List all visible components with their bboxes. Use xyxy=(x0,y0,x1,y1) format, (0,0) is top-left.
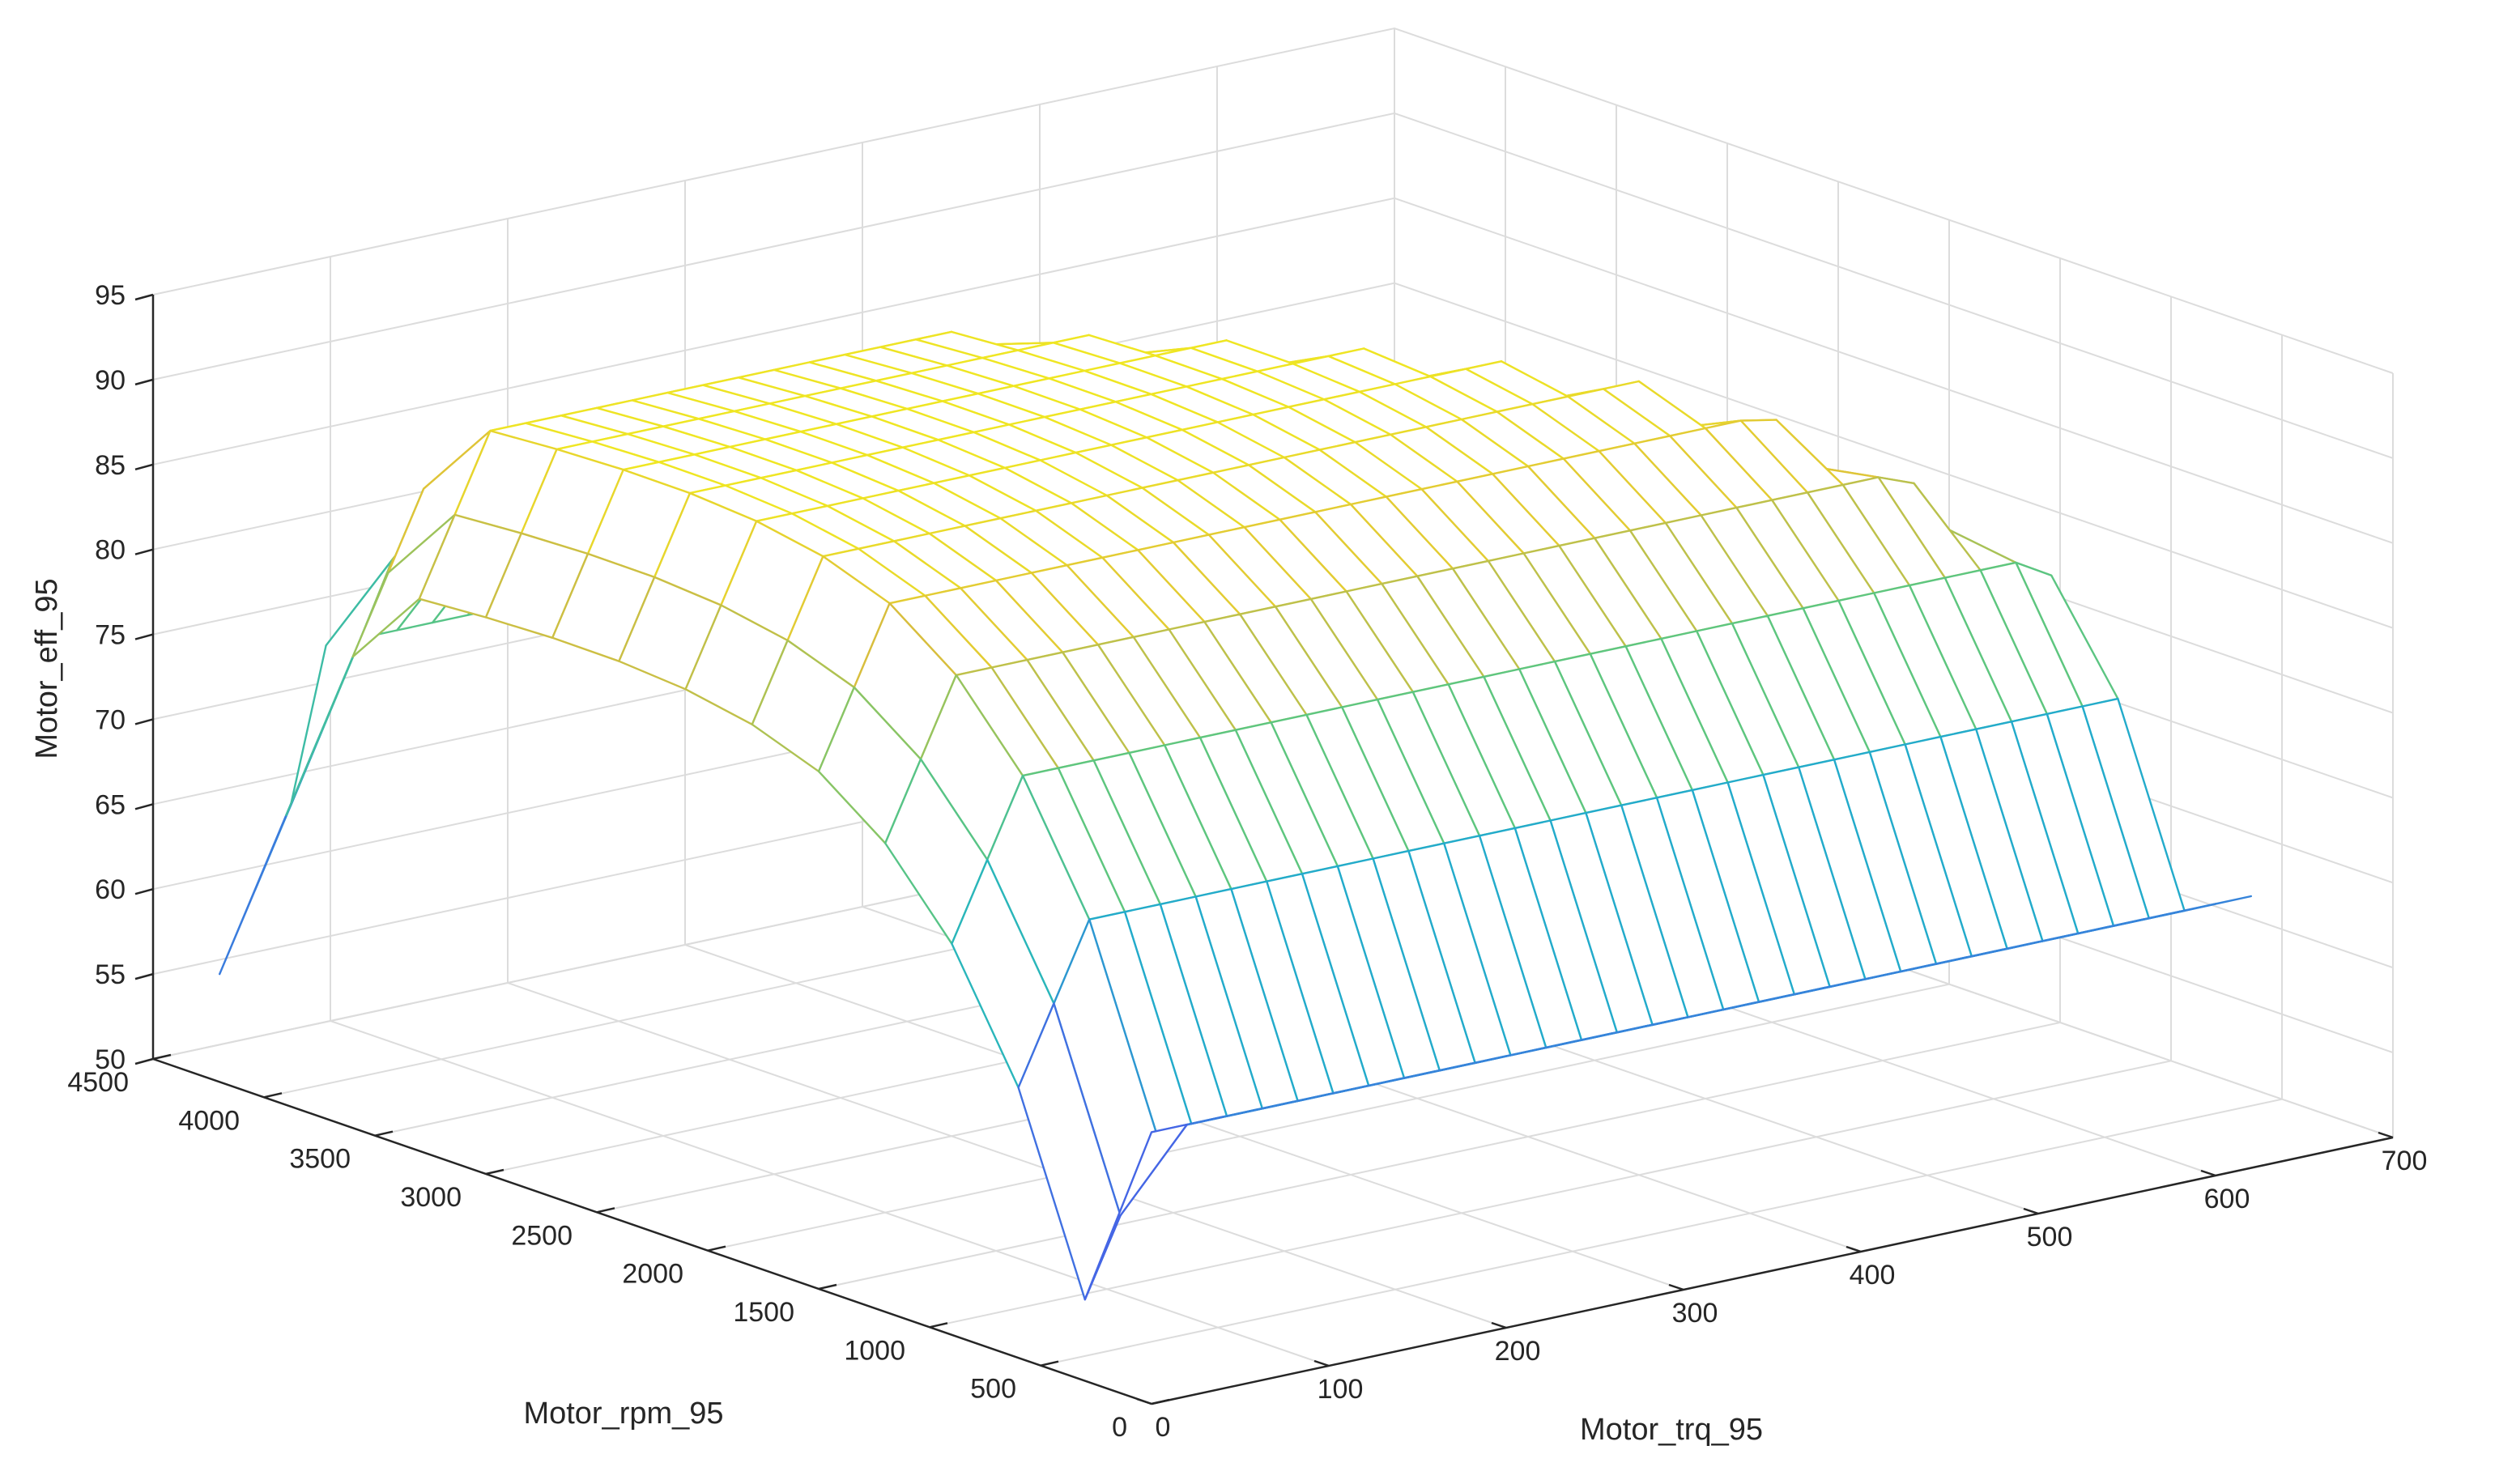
x-tick-label: 400 xyxy=(1850,1260,1896,1291)
y-tick xyxy=(263,1092,283,1099)
x-tick xyxy=(1668,1283,1684,1291)
surface-cell xyxy=(1083,1123,1189,1301)
z-tick-label: 95 xyxy=(95,280,126,311)
x-tick xyxy=(1846,1245,1862,1253)
z-tick xyxy=(134,548,154,555)
z-tick-label: 60 xyxy=(95,874,126,905)
x-tick xyxy=(1313,1359,1330,1367)
y-tick-label: 2500 xyxy=(511,1220,573,1251)
x-tick-label: 0 xyxy=(1156,1412,1171,1443)
y-tick-label: 3000 xyxy=(400,1182,462,1213)
y-axis-line xyxy=(152,1057,1152,1405)
z-tick-label: 80 xyxy=(95,535,126,566)
y-tick-label: 3500 xyxy=(289,1144,351,1175)
x-axis-title: Motor_trq_95 xyxy=(1580,1413,1763,1447)
z-tick xyxy=(134,1057,154,1065)
tick-labels: 0 100 200 300 400 500 600 700 0 500 1000 1500 2000 25… xyxy=(67,280,2427,1443)
z-tick-label: 85 xyxy=(95,450,126,481)
y-tick-label: 1000 xyxy=(844,1335,905,1366)
z-tick xyxy=(134,378,154,386)
z-tick xyxy=(134,972,154,980)
y-tick-label: 2000 xyxy=(622,1259,683,1290)
y-tick xyxy=(374,1130,394,1137)
z-tick-label: 70 xyxy=(95,704,126,735)
x-tick xyxy=(2378,1131,2394,1139)
y-tick-label: 1500 xyxy=(733,1297,794,1328)
z-tick xyxy=(134,803,154,810)
y-tick xyxy=(1151,1398,1170,1405)
y-tick-label: 500 xyxy=(970,1374,1016,1405)
z-axis-title: Motor_eff_95 xyxy=(30,578,64,759)
x-tick-label: 100 xyxy=(1318,1374,1364,1405)
x-tick-label: 600 xyxy=(2204,1184,2250,1214)
y-tick xyxy=(929,1322,948,1329)
x-tick xyxy=(2023,1207,2039,1215)
z-tick-label: 90 xyxy=(95,365,126,396)
x-tick-label: 700 xyxy=(2382,1146,2428,1176)
z-tick xyxy=(134,888,154,895)
x-tick xyxy=(1136,1397,1152,1405)
z-tick-label: 50 xyxy=(95,1044,126,1075)
z-tick-label: 75 xyxy=(95,620,126,651)
y-tick xyxy=(152,1053,172,1061)
y-tick xyxy=(707,1245,726,1252)
y-axis-title: Motor_rpm_95 xyxy=(523,1397,723,1431)
z-tick xyxy=(134,718,154,725)
x-axis-line xyxy=(1151,1136,2394,1405)
axes xyxy=(134,293,2394,1405)
z-tick-label: 55 xyxy=(95,959,126,990)
x-tick-label: 200 xyxy=(1495,1336,1541,1367)
z-tick-label: 65 xyxy=(95,789,126,820)
x-tick xyxy=(1491,1321,1507,1329)
y-tick xyxy=(485,1168,504,1176)
x-tick-label: 500 xyxy=(2027,1222,2073,1252)
z-tick xyxy=(134,293,154,301)
y-tick-label: 4500 xyxy=(67,1067,129,1098)
x-tick xyxy=(2200,1169,2216,1177)
surface-mesh xyxy=(219,330,2253,1301)
y-tick xyxy=(1040,1360,1059,1367)
y-tick xyxy=(818,1283,837,1291)
y-tick-label: 4000 xyxy=(178,1105,240,1136)
z-tick xyxy=(134,463,154,470)
x-tick-label: 300 xyxy=(1672,1298,1718,1329)
y-tick xyxy=(596,1207,615,1214)
y-tick-label: 0 xyxy=(1112,1412,1127,1443)
z-tick xyxy=(134,633,154,640)
